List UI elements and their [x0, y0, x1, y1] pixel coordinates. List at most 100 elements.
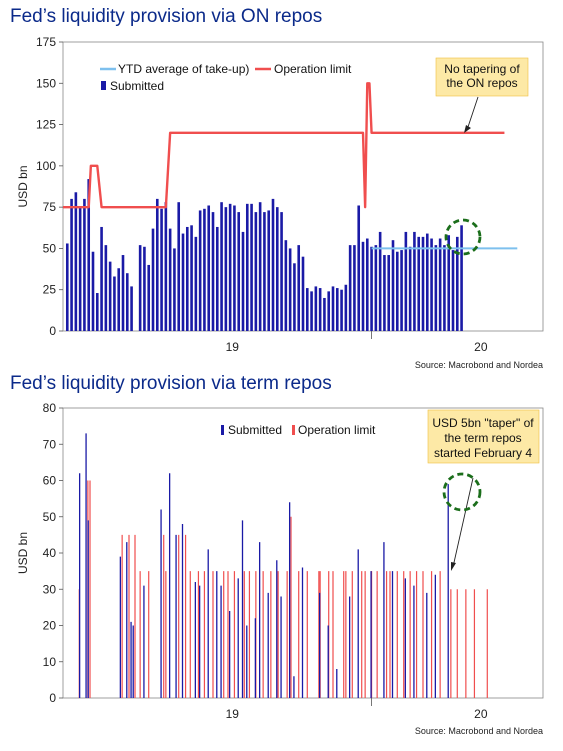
submitted-bar [378, 231, 382, 331]
y-tick-label: 70 [43, 437, 57, 451]
submitted-bar [121, 255, 125, 331]
submitted-bar [177, 202, 181, 331]
submitted-bar [143, 246, 146, 331]
submitted-bar [91, 251, 95, 331]
submitted-bar [391, 240, 395, 331]
submitted-bar [258, 202, 262, 331]
submitted-bar [344, 284, 348, 331]
submitted-bar [241, 231, 245, 331]
submitted-bar [207, 205, 211, 331]
highlight-circle [442, 472, 482, 512]
submitted-bar [211, 212, 215, 331]
annotation-text: the term repos [444, 431, 521, 445]
on-repo-chart: 0 25 50 75 100 125 150 175 USD bn 19 20 YTD average… [16, 35, 544, 370]
submitted-bar [181, 233, 185, 331]
submitted-bar [267, 210, 271, 331]
annotation-text: the ON repos [446, 76, 517, 90]
submitted-bar [65, 243, 69, 331]
submitted-bar [331, 286, 335, 331]
legend-submitted-swatch [101, 81, 106, 90]
submitted-bar [130, 286, 133, 331]
submitted-bar [310, 291, 313, 331]
submitted-bar [434, 245, 438, 331]
y-tick-label: 60 [43, 474, 57, 488]
submitted-bar [138, 245, 142, 331]
submitted-bar [361, 241, 365, 331]
submitted-bar [224, 207, 228, 331]
submitted-bar [83, 198, 86, 331]
annotation-arrowhead [451, 562, 456, 571]
legend-limit-label: Operation limit [298, 423, 376, 437]
submitted-bar [460, 225, 463, 331]
submitted-bar [387, 255, 391, 331]
submitted-bar [275, 207, 279, 331]
submitted-bar [233, 205, 236, 331]
y-tick-label: 175 [36, 35, 56, 49]
submitted-bar [297, 245, 301, 331]
submitted-bar [237, 212, 241, 331]
submitted-bar [280, 212, 283, 331]
submitted-bar [198, 210, 202, 331]
annotation-arrow [452, 477, 474, 568]
legend-limit-swatch [292, 425, 295, 435]
submitted-bar [194, 236, 198, 331]
submitted-bar [203, 208, 206, 331]
x-tick-label: 19 [226, 707, 240, 721]
submitted-bar [104, 245, 108, 331]
submitted-bar [455, 236, 459, 331]
submitted-bar [421, 236, 425, 331]
submitted-bar [155, 198, 159, 331]
annotation-arrow [466, 96, 479, 131]
submitted-bar [284, 240, 288, 331]
y-tick-label: 30 [43, 582, 57, 596]
submitted-bar [70, 198, 73, 331]
chart2-title: Fed’s liquidity provision via term repos [10, 373, 332, 394]
submitted-bar [164, 202, 168, 331]
operation-limit-line [63, 82, 505, 209]
submitted-bar [374, 245, 378, 331]
submitted-bar [215, 226, 219, 331]
annotation-text: USD 5bn "taper" of [432, 416, 534, 430]
submitted-bar [425, 233, 429, 331]
annotation-box [427, 409, 540, 464]
submitted-bar [220, 202, 223, 331]
submitted-bar [250, 203, 253, 331]
submitted-bar [117, 268, 121, 331]
submitted-bar [404, 231, 408, 331]
submitted-bar [348, 245, 352, 331]
submitted-bar [340, 289, 343, 331]
y-tick-label: 100 [36, 159, 56, 173]
legend-submitted-label: Submitted [110, 79, 164, 93]
submitted-bar [353, 245, 356, 331]
submitted-bar [113, 276, 116, 331]
submitted-bar [417, 236, 421, 331]
submitted-bar [168, 228, 172, 331]
submitted-bar [305, 288, 309, 331]
y-tick-label: 80 [43, 401, 57, 415]
y-tick-label: 50 [43, 241, 57, 255]
legend-submitted-swatch [221, 425, 224, 435]
y-tick-label: 20 [43, 619, 57, 633]
annotation-box [435, 57, 529, 97]
y-tick-label: 75 [43, 200, 57, 214]
submitted-bar [327, 291, 331, 331]
legend-submitted-label: Submitted [228, 423, 282, 437]
x-tick-label: 20 [474, 340, 488, 354]
submitted-bar [335, 288, 339, 331]
submitted-bar [254, 212, 258, 331]
y-tick-label: 125 [36, 118, 56, 132]
y-tick-label: 0 [49, 324, 56, 338]
submitted-bar [430, 238, 433, 331]
y-tick-label: 10 [43, 655, 57, 669]
submitted-bar [87, 179, 91, 331]
y-axis-label: USD bn [16, 165, 30, 207]
submitted-bar [400, 250, 403, 331]
y-tick-label: 40 [43, 546, 57, 560]
highlight-circle [444, 218, 482, 256]
submitted-bar [314, 286, 318, 331]
annotation-arrowhead [464, 125, 471, 133]
legend-ytd-label: YTD average of take-up) [118, 62, 249, 76]
submitted-bar [78, 207, 82, 331]
y-tick-label: 150 [36, 76, 56, 90]
